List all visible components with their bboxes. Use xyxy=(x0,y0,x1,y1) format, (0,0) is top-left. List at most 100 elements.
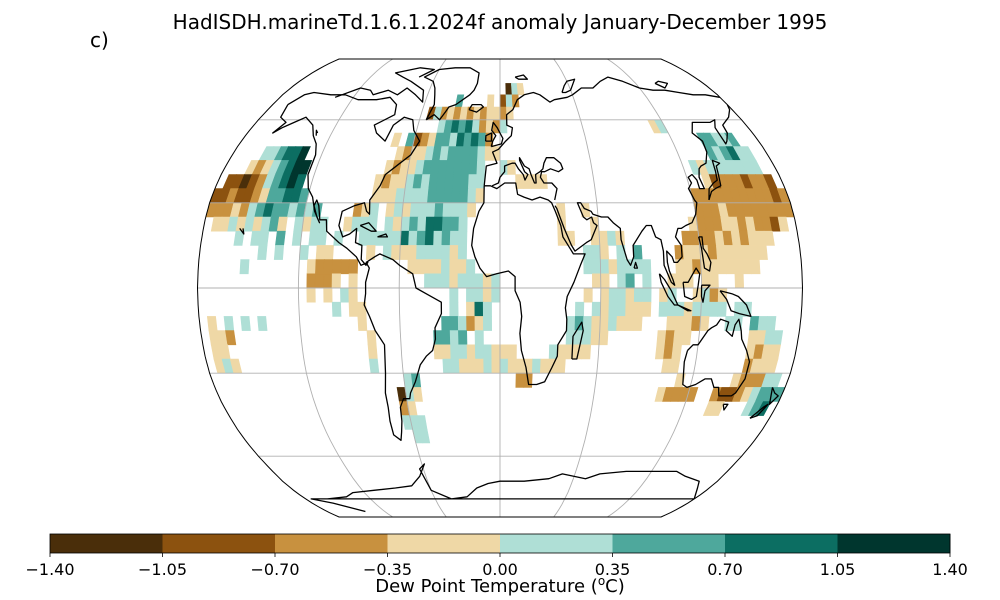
grid-cell xyxy=(466,273,476,289)
grid-cell xyxy=(717,287,728,303)
grid-cell xyxy=(757,245,768,260)
grid-cell xyxy=(392,216,403,232)
grid-cell xyxy=(658,301,669,317)
grid-cell xyxy=(348,301,359,317)
grid-cell xyxy=(314,273,325,289)
grid-cell xyxy=(717,259,727,275)
grid-cell xyxy=(257,316,268,331)
grid-cell xyxy=(418,188,430,204)
grid-cell xyxy=(443,188,453,204)
grid-cell xyxy=(433,230,443,246)
coastline xyxy=(633,261,639,269)
grid-cell xyxy=(206,316,218,331)
colorbar-tick-label: −0.35 xyxy=(362,560,413,579)
grid-cell xyxy=(426,202,436,218)
grid-cell xyxy=(591,301,602,317)
grid-cell xyxy=(507,358,517,374)
grid-cell xyxy=(442,202,452,218)
grid-cell xyxy=(419,429,431,444)
grid-cell xyxy=(641,301,652,317)
grid-cell xyxy=(441,344,452,360)
grid-cell xyxy=(616,316,626,331)
grid-cell xyxy=(682,245,693,260)
grid-cell xyxy=(432,245,443,260)
grid-cell xyxy=(616,259,627,275)
grid-cell xyxy=(450,344,460,360)
grid-cell xyxy=(453,160,463,175)
grid-cell xyxy=(239,259,250,275)
grid-cell xyxy=(474,287,484,303)
grid-cell xyxy=(484,146,494,161)
grid-cell xyxy=(515,372,525,388)
grid-cell xyxy=(675,259,685,275)
coastline xyxy=(490,121,504,148)
map-title: HadISDH.marineTd.1.6.1.2024f anomaly Jan… xyxy=(172,10,828,34)
grid-cell xyxy=(709,273,719,289)
grid-cell xyxy=(699,316,710,331)
grid-cell xyxy=(750,259,761,275)
grid-cell xyxy=(478,119,487,134)
grid-cell xyxy=(466,202,477,218)
coastline xyxy=(768,387,779,405)
coastline xyxy=(749,403,769,419)
grid-cell xyxy=(323,273,333,289)
grid-cell xyxy=(483,358,493,374)
grid-cell xyxy=(424,230,435,246)
grid-cell xyxy=(466,259,476,275)
coastline xyxy=(239,228,245,235)
panel-label: c) xyxy=(90,28,109,52)
grid-cell xyxy=(331,273,341,289)
grid-cell xyxy=(674,316,685,331)
grid-cell xyxy=(598,230,609,246)
grid-cell xyxy=(474,330,484,346)
grid-cell xyxy=(591,273,602,289)
grid-cell xyxy=(475,358,485,374)
grid-cell xyxy=(625,273,635,289)
colorbar-swatch xyxy=(837,534,951,553)
anomaly-grid xyxy=(205,83,795,444)
grid-cell xyxy=(507,344,517,360)
grid-cell xyxy=(275,230,286,246)
grid-cell xyxy=(692,301,702,317)
grid-cell xyxy=(583,259,593,275)
grid-cell xyxy=(449,316,459,331)
grid-cell xyxy=(435,188,445,204)
grid-cell xyxy=(457,273,467,289)
coastline xyxy=(363,253,443,441)
grid-cell xyxy=(223,316,235,331)
grid-cell xyxy=(724,316,735,331)
grid-cell xyxy=(408,216,419,232)
grid-cell xyxy=(324,245,334,260)
grid-cell xyxy=(458,330,468,346)
grid-cell xyxy=(340,259,350,275)
grid-cell xyxy=(441,330,451,346)
grid-cell xyxy=(458,344,468,360)
coastline xyxy=(708,159,722,201)
grid-cell xyxy=(492,106,501,121)
coastline xyxy=(722,403,729,411)
grid-cell xyxy=(591,245,601,260)
grid-cell xyxy=(477,146,486,161)
grid-cell xyxy=(608,301,618,317)
grid-cell xyxy=(491,344,501,360)
grid-cell xyxy=(724,245,735,260)
grid-cell xyxy=(468,160,478,175)
grid-cell xyxy=(671,344,682,360)
grid-cell xyxy=(366,230,377,246)
coastline xyxy=(377,233,389,238)
grid-cell xyxy=(432,273,442,289)
grid-cell xyxy=(368,202,380,218)
grid-cell xyxy=(777,216,790,232)
grid-cell xyxy=(416,245,426,260)
grid-cell xyxy=(556,344,567,360)
grid-cell xyxy=(641,259,652,275)
grid-cell xyxy=(591,259,602,275)
grid-cell xyxy=(742,259,753,275)
grid-cell xyxy=(457,316,468,331)
colorbar-tick-label: 0.70 xyxy=(707,560,743,579)
grid-cell xyxy=(434,202,444,218)
colorbar-swatch xyxy=(725,534,838,553)
grid-cell xyxy=(608,287,618,303)
colorbar xyxy=(49,533,951,557)
grid-cell xyxy=(600,301,610,317)
